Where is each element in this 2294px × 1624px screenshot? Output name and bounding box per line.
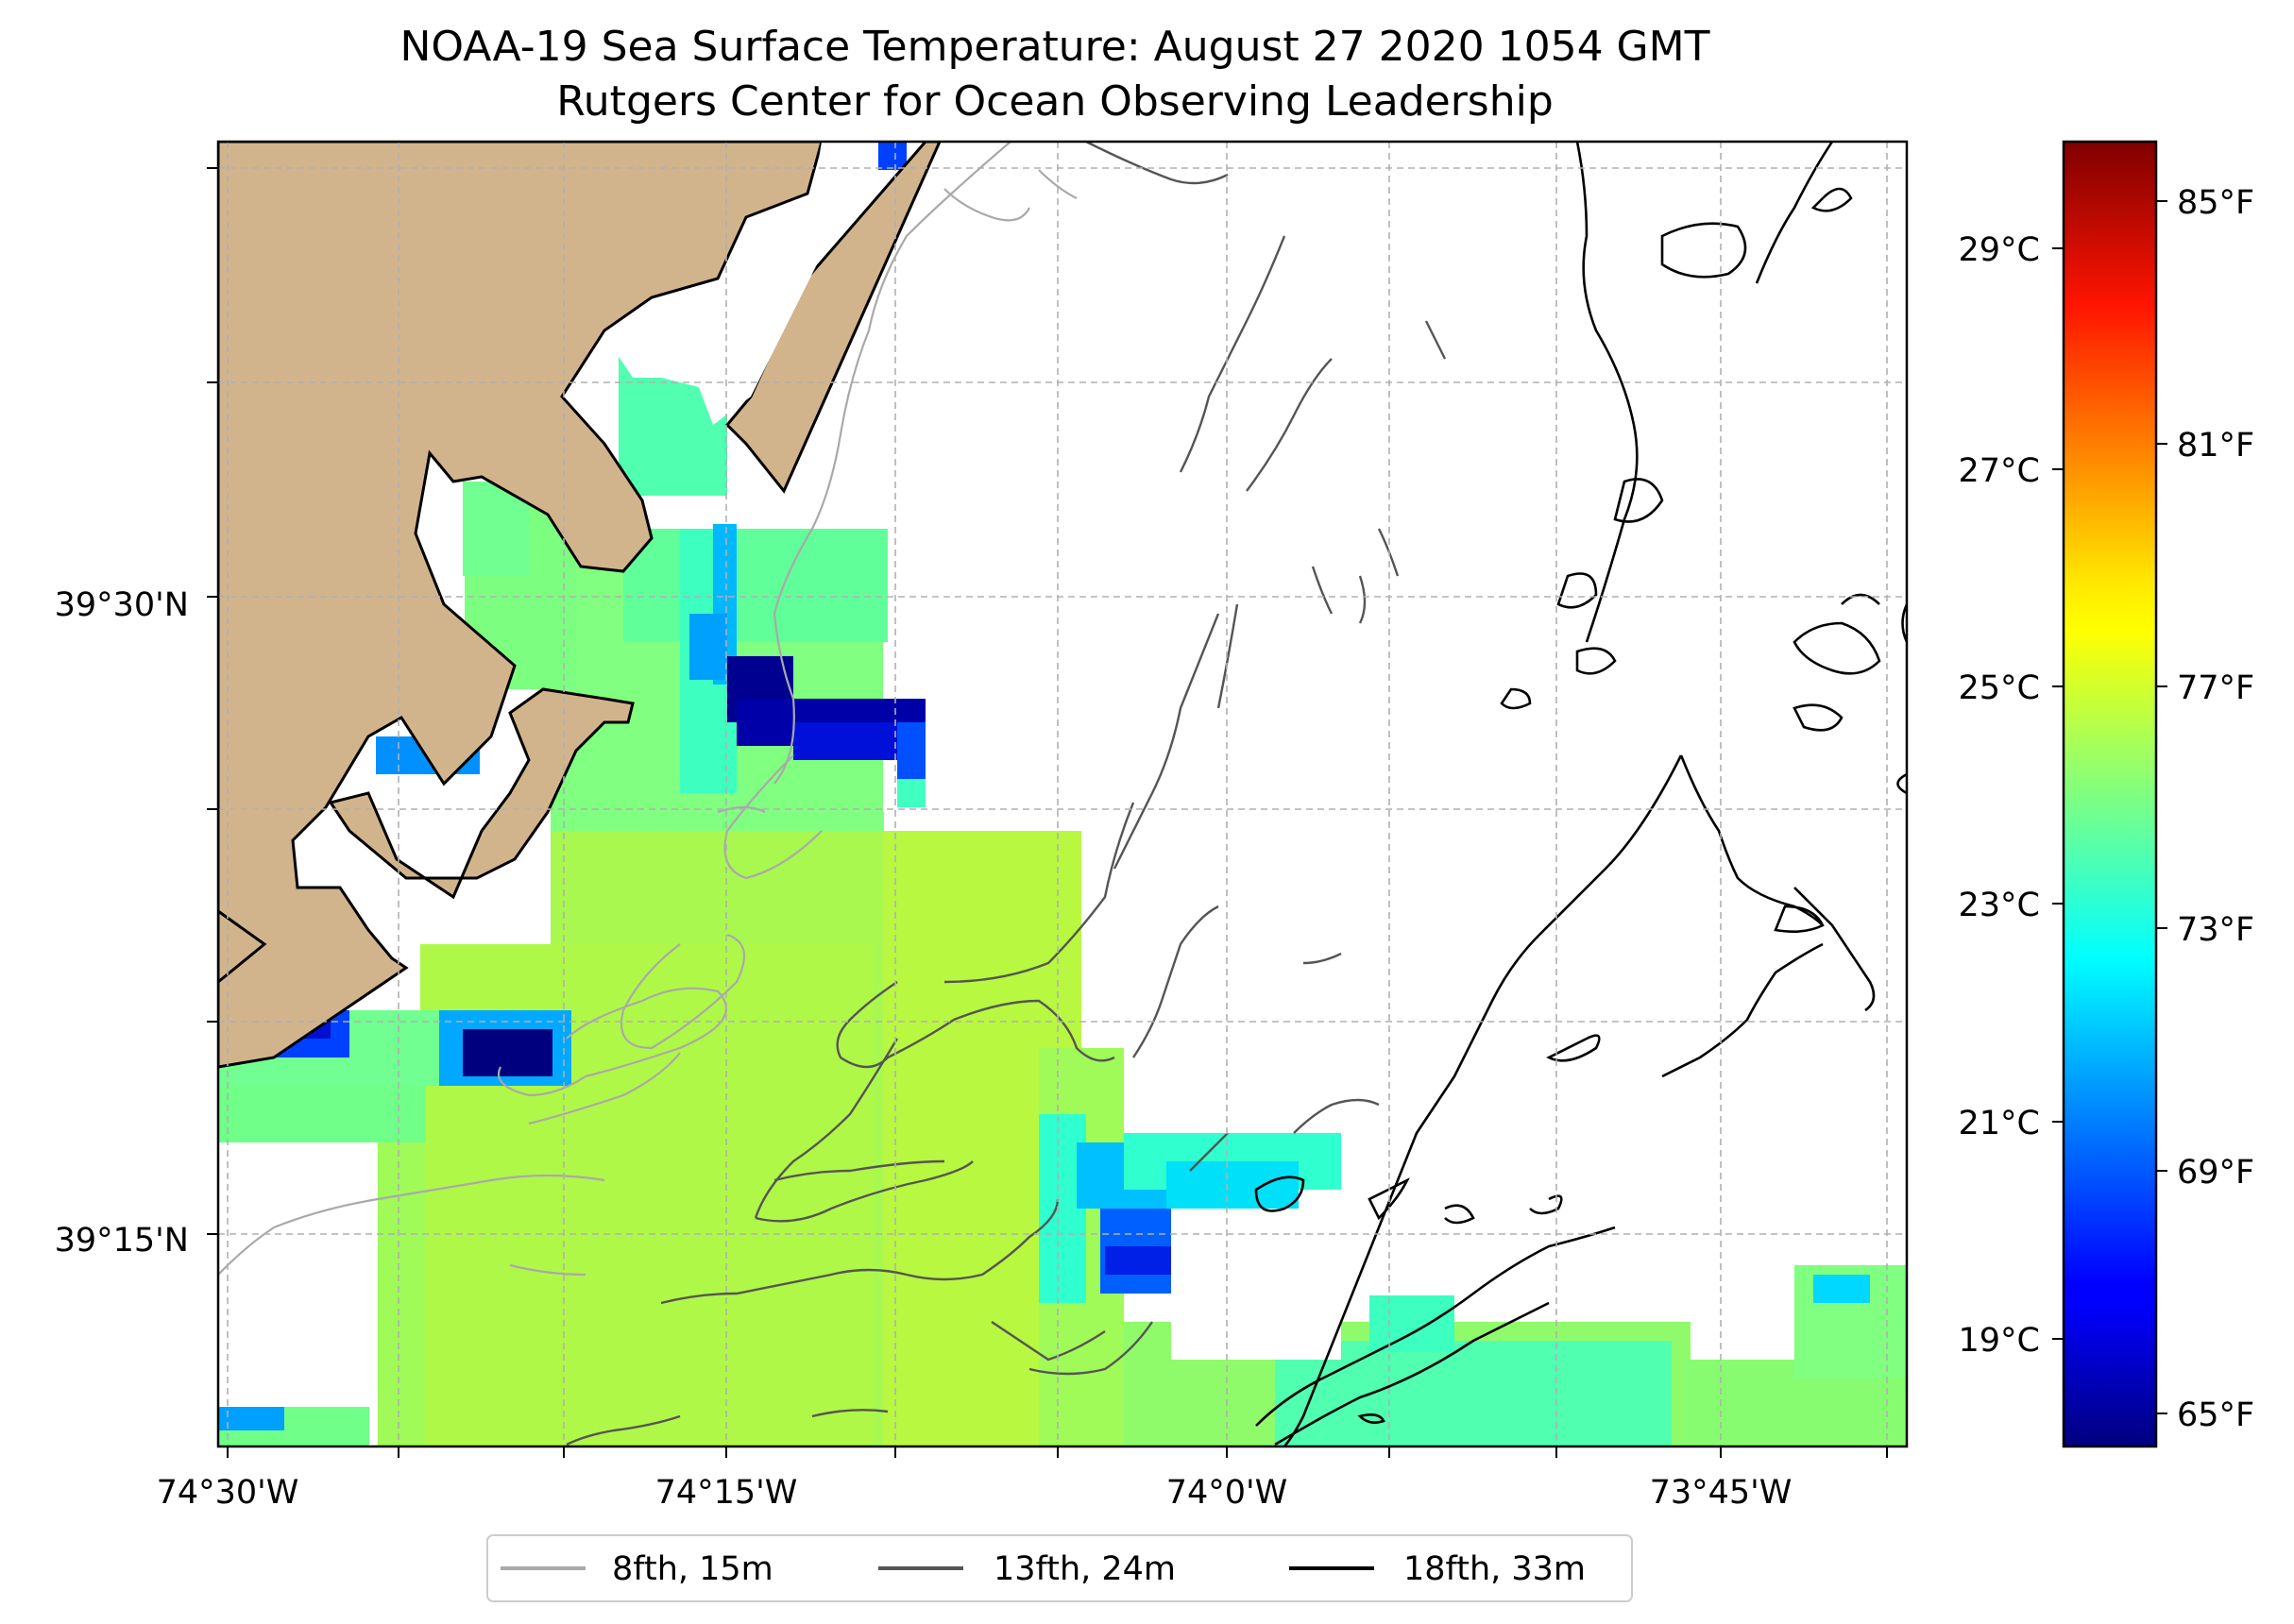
title-line-1: NOAA-19 Sea Surface Temperature: August … [400,23,1710,71]
legend-label-13fth: 13fth, 24m [994,1550,1176,1588]
missing-data-patches [218,1133,1907,1407]
colorbar: 29°C 27°C 25°C 23°C 21°C 19°C 85°F 81°F … [1959,140,2254,1448]
colorbar-celsius-label: 23°C [1959,887,2040,924]
title-line-2: Rutgers Center for Ocean Observing Leade… [556,77,1554,126]
colorbar-celsius-label: 29°C [1959,231,2040,269]
map-area [218,142,1907,1446]
bay-water [614,142,878,425]
y-tick-label: 39°30'N [55,586,189,624]
land [218,142,942,1069]
map-frame [216,140,1909,1448]
gridlines [218,142,1907,1446]
colorbar-celsius-label: 21°C [1959,1105,2040,1142]
legend-label-18fth: 18fth, 33m [1403,1550,1586,1588]
land-lower-point [218,909,267,984]
x-tick-label: 74°30'W [157,1474,299,1512]
colorbar-fahrenheit-label: 69°F [2177,1154,2254,1192]
colorbar-ticks [2052,200,2167,1414]
legend: 8fth, 15m 13fth, 24m 18fth, 33m [486,1534,1633,1602]
land-new-jersey [218,142,824,1069]
colorbar-celsius-label: 27°C [1959,452,2040,490]
land-cape-may-peninsula [328,687,635,900]
colorbar-celsius-label: 19°C [1959,1322,2040,1360]
colorbar-fahrenheit-label: 65°F [2177,1396,2254,1434]
colorbar-fahrenheit-label: 85°F [2177,184,2254,222]
x-tick-label: 74°15'W [655,1474,798,1512]
y-tick-label: 39°15'N [55,1222,189,1260]
contour-18fth [1254,142,1907,1446]
legend-label-8fth: 8fth, 15m [612,1550,773,1588]
legend-box [486,1534,1633,1602]
axis-ticks [207,167,1888,1458]
x-tick-label: 73°45'W [1650,1474,1793,1512]
colorbar-fahrenheit-label: 73°F [2177,911,2254,949]
colorbar-celsius-label: 25°C [1959,669,2040,707]
colorbar-gradient [2062,140,2158,1448]
contour-8fth [218,142,1078,1277]
x-tick-label: 74°0'W [1166,1474,1288,1512]
colorbar-fahrenheit-label: 77°F [2177,669,2254,707]
sst-field [218,142,1907,1446]
colorbar-fahrenheit-label: 81°F [2177,427,2254,465]
